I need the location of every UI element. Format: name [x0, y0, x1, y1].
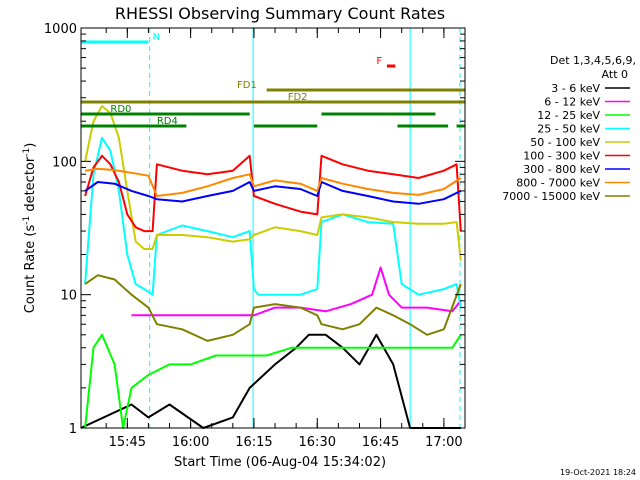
- y-axis-label: Count Rate (s-1 detector-1): [22, 143, 38, 314]
- series-line-5: [84, 154, 462, 233]
- x-tick-label: 15:45: [109, 435, 146, 450]
- legend-label-7: 800 - 7000 keV: [516, 177, 600, 190]
- series-line-3: [84, 136, 462, 308]
- y-axis-label-sup1: -1: [22, 216, 32, 225]
- series-line-7: [84, 167, 462, 197]
- x-tick-label: 16:45: [362, 435, 399, 450]
- y-tick-label: 100: [52, 155, 77, 170]
- flag-label-RD4: RD4: [157, 116, 178, 127]
- y-axis-label-main: Count Rate (s: [23, 225, 38, 314]
- series-line-0: [80, 333, 461, 429]
- y-tick-label: 1000: [44, 22, 77, 37]
- flag-label-FD1: FD1: [237, 80, 257, 91]
- flag-label-F: F: [376, 56, 382, 67]
- x-tick-label: 17:00: [425, 435, 462, 450]
- legend-header-line1: Det 1,3,4,5,6,9,: [550, 54, 636, 67]
- flag-label-N: N: [153, 32, 160, 43]
- legend-label-5: 100 - 300 keV: [523, 150, 600, 163]
- y-axis-label-mid: detector: [23, 156, 38, 216]
- x-axis-label: Start Time (06-Aug-04 15:34:02): [174, 455, 386, 470]
- legend-label-0: 3 - 6 keV: [551, 82, 600, 95]
- y-axis-label-close: ): [23, 143, 38, 148]
- series-line-6: [84, 181, 462, 205]
- legend-label-6: 300 - 800 keV: [523, 163, 600, 176]
- x-tick-label: 16:15: [235, 435, 272, 450]
- y-tick-label: 10: [60, 289, 77, 304]
- flag-label-RD0: RD0: [110, 104, 131, 115]
- legend-label-8: 7000 - 15000 keV: [502, 190, 600, 203]
- legend-label-4: 50 - 100 keV: [530, 136, 600, 149]
- plot-frame: [80, 27, 466, 429]
- series-line-2: [84, 333, 462, 429]
- flag-label-FD2: FD2: [288, 92, 308, 103]
- chart-title: RHESSI Observing Summary Count Rates: [115, 4, 445, 23]
- legend-label-2: 12 - 25 keV: [537, 109, 600, 122]
- x-tick-label: 16:30: [299, 435, 336, 450]
- x-axis: 15:45 16:00 16:15 16:30 16:45 17:00: [105, 28, 466, 450]
- y-tick-label: 1: [69, 422, 77, 437]
- plot-area: N F FD1 FD2 RD0 RD4: [80, 28, 465, 429]
- series-line-8: [84, 274, 462, 342]
- y-axis: 1 10 100 1000: [44, 22, 465, 437]
- legend-header-line2: Att 0: [602, 68, 628, 81]
- y-axis-label-sup2: -1: [22, 148, 32, 157]
- x-tick-label: 16:00: [172, 435, 209, 450]
- series-line-4: [84, 105, 462, 261]
- series-line-1: [131, 266, 462, 317]
- footer-date: 19-Oct-2021 18:24: [560, 468, 636, 477]
- legend-label-3: 25 - 50 keV: [537, 123, 600, 136]
- legend-label-1: 6 - 12 keV: [544, 96, 600, 109]
